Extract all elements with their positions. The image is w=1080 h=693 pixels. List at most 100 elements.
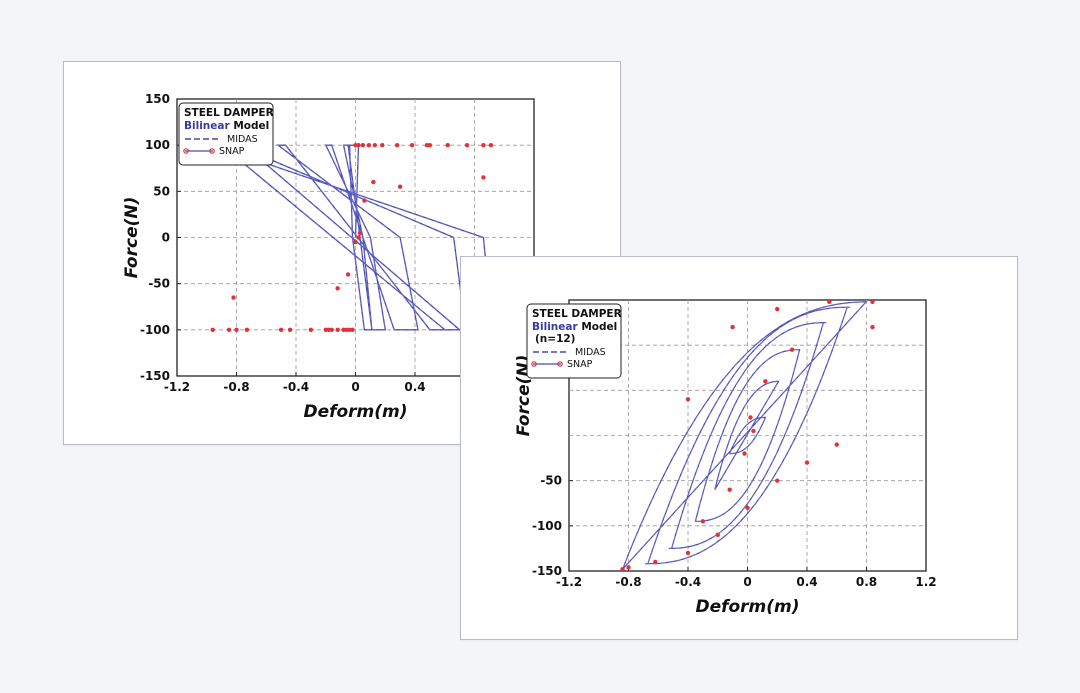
x-tick-label: -1.2 [556,575,582,589]
snap-point [481,175,486,180]
snap-point [234,327,239,333]
snap-point [685,550,691,556]
loop-dashed-1 [729,417,766,454]
x-tick-label: 0.4 [796,575,817,589]
snap-point [445,142,450,148]
snap-point [775,478,780,483]
x-tick-label: -0.4 [675,575,701,589]
y-tick-label: -150 [532,564,562,578]
loop-dashed-6 [622,301,868,570]
legend-model: Bilinear Model [184,120,269,132]
snap-point [231,295,236,300]
x-tick-label: -0.4 [283,380,309,394]
legend-snap-label: SNAP [219,146,245,157]
snap-point [427,142,433,148]
legend-model: Bilinear Model [532,321,617,333]
legend-box [178,102,274,166]
snap-point [685,397,691,402]
loop-dashed-2 [714,380,780,490]
x-tick-label: -0.8 [615,575,641,589]
snap-point [360,142,366,148]
legend-title: STEEL DAMPER [184,107,274,119]
legend-snap-marker [557,361,563,367]
x-axis-title: Deform(m) [303,402,407,422]
snap-point [380,142,385,148]
snap-point [789,347,795,352]
legend-midas-label: MIDAS [227,134,258,145]
legend-snap-marker [209,148,215,154]
y-tick-label: 150 [145,92,170,106]
snap-point [620,566,625,571]
loops-group [620,300,875,571]
legend-box [526,303,622,379]
snap-point [287,327,293,333]
snap-point [329,327,334,333]
snap-point [745,505,750,510]
snap-point [353,239,358,245]
snap-point [715,532,720,538]
snap-point [742,451,747,456]
snap-point [278,327,284,333]
snap-point [356,142,361,148]
loop-dashed-5 [644,306,851,565]
y-tick-label: -100 [140,323,170,337]
snap-point [870,300,875,305]
snap-point [804,460,810,465]
loop-dashed-4 [668,322,827,549]
snap-point [870,324,875,330]
snap-point [362,198,367,203]
snap-point [464,142,470,148]
snap-point [335,286,340,291]
snap-point [308,327,314,333]
y-tick-label: 100 [145,138,170,152]
snap-point [834,442,839,447]
x-tick-label: 0 [743,575,751,589]
snap-point [210,327,215,333]
legend-snap-marker [183,148,189,154]
snap-point [357,230,363,236]
snap-point [409,142,415,148]
snap-point [371,179,376,185]
chart-card-smooth: -1.2 -0.8 -0.4 0 0.4 0.8 1.2 -50 -100 -150 Deform(… [460,256,1018,640]
snap-point [653,559,658,565]
snap-point [775,306,780,312]
hysteresis-chart-2: -1.2 -0.8 -0.4 0 0.4 0.8 1.2 -50 -100 -150 Deform(… [514,299,937,617]
y-tick-label: 50 [153,184,170,198]
y-tick-label: -100 [532,519,562,533]
loop-dashed-3 [694,349,801,522]
x-tick-label: 1.2 [915,575,936,589]
snap-point [727,487,732,492]
snap-point [700,519,706,524]
snap-point [397,184,403,189]
x-tick-label: 0 [351,380,359,394]
snap-point [730,324,735,330]
snap-point [345,272,351,277]
snap-point [226,327,232,333]
legend-snap-marker [531,361,537,367]
y-tick-label: 0 [162,231,170,245]
snap-point [748,415,753,420]
snap-point [356,235,361,240]
snap-point [335,327,340,333]
snap-point [827,300,832,305]
snap-point [244,327,250,333]
chart-card-bilinear: -1.2-0.8-0.400.40.81.2150100500-50-100-1… [63,61,621,445]
legend-snap-label: SNAP [567,359,593,370]
snap-point [372,142,378,148]
y-tick-label: -50 [148,277,170,291]
x-tick-label: -1.2 [164,380,190,394]
snap-point [751,428,756,434]
hysteresis-chart-1: -1.2-0.8-0.400.40.81.2150100500-50-100-1… [122,92,545,422]
snap-point [394,142,400,148]
x-axis-title: Deform(m) [695,597,799,617]
legend-title: STEEL DAMPER [532,308,622,320]
x-tick-label: 0.8 [856,575,877,589]
snap-point [481,142,486,148]
snap-point [763,379,768,384]
legend-midas-label: MIDAS [575,347,606,358]
x-tick-label: -0.8 [223,380,249,394]
y-tick-label: -50 [540,474,562,488]
snap-point [366,142,372,148]
